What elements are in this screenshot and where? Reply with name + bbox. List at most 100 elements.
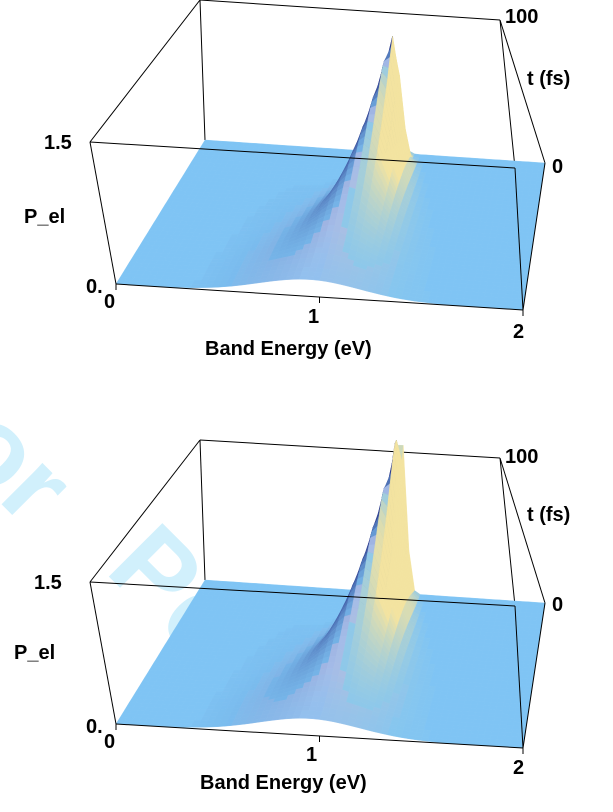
surface-patch xyxy=(532,161,540,167)
surface-patch xyxy=(470,261,479,267)
surface-patch xyxy=(461,190,470,196)
surface-patch xyxy=(517,216,525,222)
surface-patch xyxy=(484,730,493,736)
surface-patch xyxy=(520,201,528,207)
surface-patch xyxy=(501,709,510,715)
surface-patch xyxy=(530,616,538,621)
surface-patch xyxy=(467,168,475,174)
surface-patch xyxy=(452,178,461,184)
surface-patch xyxy=(492,690,500,696)
surface-patch xyxy=(487,214,495,220)
surface-patch xyxy=(515,600,523,606)
surface-patch xyxy=(524,209,533,215)
surface-patch xyxy=(509,227,517,232)
surface-patch xyxy=(481,679,490,684)
surface-patch xyxy=(531,206,539,212)
surface-patch xyxy=(500,618,508,623)
surface-patch xyxy=(489,643,497,648)
surface-patch xyxy=(486,281,495,287)
surface-patch xyxy=(521,228,530,233)
surface-patch xyxy=(518,179,526,185)
surface-patch xyxy=(515,268,523,274)
surface-patch xyxy=(483,616,491,622)
box-edge xyxy=(199,439,206,581)
surface-patch xyxy=(484,195,493,201)
surface-patch xyxy=(520,164,528,170)
z-tick-min: 0. xyxy=(86,716,103,738)
surface-patch xyxy=(469,209,477,215)
surface-patch xyxy=(502,607,510,612)
surface-patch xyxy=(526,239,534,245)
surface-patch xyxy=(464,261,472,266)
surface-patch xyxy=(460,688,468,694)
surface-patch xyxy=(492,159,500,164)
surface-patch xyxy=(482,705,491,710)
surface-patch xyxy=(484,697,492,703)
surface-patch xyxy=(491,632,499,637)
surface-patch xyxy=(513,677,522,683)
surface-patch xyxy=(480,657,488,662)
surface-patch xyxy=(488,207,496,212)
surface-patch xyxy=(515,604,522,609)
surface-patch xyxy=(499,248,507,254)
surface-patch xyxy=(522,261,531,267)
surface-patch xyxy=(482,206,490,212)
surface-patch xyxy=(427,298,436,304)
surface-patch xyxy=(453,200,461,206)
surface-patch xyxy=(522,190,530,196)
surface-patch xyxy=(506,279,515,284)
surface-patch xyxy=(490,639,498,645)
surface-patch xyxy=(524,649,533,654)
surface-patch xyxy=(478,664,486,669)
surface-patch xyxy=(488,181,496,186)
surface-patch xyxy=(478,723,487,728)
surface-patch xyxy=(520,235,529,241)
surface-patch xyxy=(439,624,447,630)
surface-patch xyxy=(448,636,456,641)
y-axis-label: t (fs) xyxy=(527,68,571,90)
surface-patch xyxy=(464,645,472,650)
surface-patch xyxy=(513,611,521,617)
surface-patch xyxy=(463,733,472,738)
surface-patch xyxy=(528,627,536,632)
surface-patch xyxy=(527,161,534,167)
surface-patch xyxy=(483,642,491,648)
surface-patch xyxy=(462,298,471,303)
surface-patch xyxy=(510,600,517,605)
surface-patch xyxy=(464,157,472,162)
surface-patch xyxy=(477,291,486,297)
surface-patch xyxy=(476,295,485,301)
surface-patch xyxy=(496,639,504,645)
surface-patch xyxy=(500,178,508,183)
surface-patch xyxy=(496,702,505,707)
surface-patch xyxy=(519,283,528,289)
surface-patch xyxy=(479,631,488,636)
surface-patch xyxy=(529,221,537,226)
surface-patch xyxy=(497,606,505,612)
surface-patch xyxy=(501,174,509,180)
surface-patch xyxy=(452,282,461,288)
surface-patch xyxy=(518,648,527,654)
surface-patch xyxy=(491,727,500,733)
surface-patch xyxy=(501,643,509,649)
surface-patch xyxy=(489,233,497,238)
surface-patch xyxy=(471,258,480,263)
surface-patch xyxy=(473,276,482,282)
surface-patch xyxy=(471,176,479,181)
surface-patch xyxy=(499,215,507,221)
surface-patch xyxy=(448,219,457,224)
surface-patch xyxy=(473,686,482,691)
surface-patch xyxy=(460,611,468,617)
surface-patch xyxy=(496,669,504,674)
surface-patch xyxy=(488,646,496,652)
surface-patch xyxy=(502,706,510,711)
surface-patch xyxy=(529,660,537,665)
surface-patch xyxy=(441,639,449,645)
surface-patch xyxy=(516,190,524,196)
surface-patch xyxy=(496,735,505,740)
surface-patch xyxy=(503,633,511,638)
surface-patch xyxy=(451,724,460,730)
surface-patch xyxy=(501,676,509,682)
surface-patch xyxy=(527,195,535,200)
surface-patch xyxy=(484,694,493,699)
